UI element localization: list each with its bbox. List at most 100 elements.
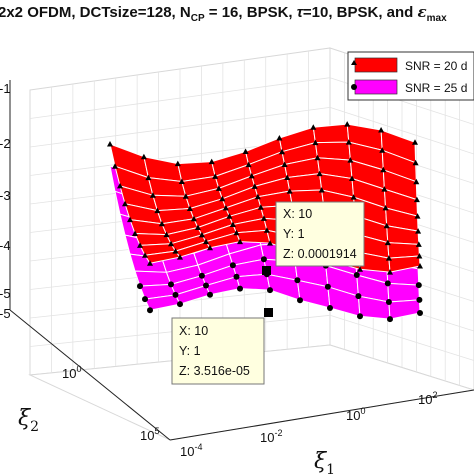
marker-triangle <box>385 255 392 261</box>
marker-triangle <box>413 178 420 185</box>
marker-triangle <box>140 153 147 160</box>
marker-triangle <box>237 238 243 245</box>
z-tick-label: -4 <box>0 238 11 253</box>
marker-triangle <box>147 260 153 266</box>
marker-triangle <box>310 124 317 130</box>
marker-circle <box>294 277 301 284</box>
marker-triangle <box>172 248 179 254</box>
surface-face-snr20 <box>312 123 350 144</box>
x-axis-label: ξ1 <box>314 449 335 474</box>
datatip-box <box>275 201 365 267</box>
marker-triangle <box>412 159 419 166</box>
marker-triangle <box>186 205 193 211</box>
marker-triangle <box>318 187 325 193</box>
marker-circle <box>297 297 303 304</box>
marker-triangle <box>344 121 351 127</box>
marker-triangle <box>142 252 148 258</box>
marker-triangle <box>168 240 174 247</box>
marker-triangle <box>347 157 354 163</box>
chart-title: 2x2 OFDM, DCTsize=128, NCP = 16, BPSK, τ… <box>0 3 447 24</box>
marker-triangle <box>314 154 321 161</box>
marker-triangle <box>212 173 219 179</box>
surface-face-snr20 <box>387 242 420 259</box>
y-axis-label: ξ2 <box>18 406 39 435</box>
marker-triangle <box>312 139 319 146</box>
marker-triangle <box>414 213 421 219</box>
marker-circle <box>355 293 362 300</box>
datatip-snr20[interactable]: X: 10 Y: 1 Z: 0.0001914 <box>262 201 365 275</box>
marker-triangle <box>158 220 165 227</box>
grid-line <box>29 77 331 119</box>
marker-circle <box>229 262 236 269</box>
surface-markers <box>107 121 423 323</box>
marker-triangle <box>145 174 152 181</box>
marker-triangle <box>178 178 185 184</box>
y-axis-line <box>9 309 171 441</box>
marker-triangle <box>350 194 357 200</box>
marker-triangle <box>417 263 423 269</box>
marker-circle <box>260 256 267 263</box>
y-tick-labels: 100 105 <box>62 364 159 443</box>
marker-triangle <box>190 215 197 222</box>
surface-face-snr25 <box>387 282 420 303</box>
marker-triangle <box>254 193 261 200</box>
marker-triangle <box>357 266 363 272</box>
grid-line <box>329 314 474 361</box>
marker-circle <box>142 296 148 303</box>
marker-triangle <box>117 182 123 189</box>
marker-triangle <box>194 224 201 230</box>
marker-triangle <box>380 166 387 173</box>
legend-label: SNR = 25 d <box>405 81 467 95</box>
marker-triangle <box>279 148 285 155</box>
marker-triangle <box>112 163 118 169</box>
marker-triangle <box>281 161 288 167</box>
marker-circle <box>203 282 209 289</box>
datatip-snr25[interactable]: X: 10 Y: 1 Z: 3.516e-05 <box>171 308 273 385</box>
marker-triangle <box>127 216 133 223</box>
legend-marker-circle <box>351 84 357 90</box>
marker-triangle <box>383 222 390 229</box>
marker-triangle <box>219 195 226 202</box>
z-tick-labels: -1 -2 -3 -4 -5 -5 <box>0 81 11 321</box>
legend-marker-triangle <box>351 60 357 65</box>
marker-circle <box>417 310 423 316</box>
marker-triangle <box>174 160 181 167</box>
marker-triangle <box>260 215 267 221</box>
marker-triangle <box>207 244 213 251</box>
marker-triangle <box>415 241 422 247</box>
marker-circle <box>327 305 333 311</box>
marker-triangle <box>413 196 420 203</box>
x-tick-label: 10-4 <box>180 442 202 459</box>
marker-circle <box>233 273 240 280</box>
marker-triangle <box>154 207 161 214</box>
legend-swatch-snr25 <box>354 79 398 95</box>
marker-circle <box>353 272 360 278</box>
marker-circle <box>207 291 213 298</box>
marker-triangle <box>412 139 418 145</box>
marker-triangle <box>229 221 236 227</box>
marker-triangle <box>245 161 252 168</box>
marker-triangle <box>267 240 273 246</box>
marker-triangle <box>149 192 156 198</box>
marker-circle <box>267 287 273 294</box>
marker-triangle <box>177 254 183 260</box>
marker-triangle <box>263 227 270 233</box>
datatip-marker <box>262 266 271 275</box>
datatip-x: X: 10 <box>283 207 312 221</box>
marker-triangle <box>107 141 113 147</box>
marker-circle <box>357 313 363 320</box>
datatip-x: X: 10 <box>179 324 208 338</box>
datatip-z: Z: 3.516e-05 <box>179 364 250 378</box>
marker-triangle <box>379 147 386 153</box>
marker-circle <box>324 283 331 290</box>
marker-triangle <box>163 231 170 238</box>
z-tick-label: -5 <box>0 306 11 321</box>
marker-triangle <box>208 158 215 165</box>
marker-circle <box>415 282 422 289</box>
x-tick-label: 102 <box>418 390 437 407</box>
legend-swatch-snr20 <box>354 57 398 73</box>
grid-line <box>329 107 474 155</box>
marker-circle <box>384 280 391 287</box>
